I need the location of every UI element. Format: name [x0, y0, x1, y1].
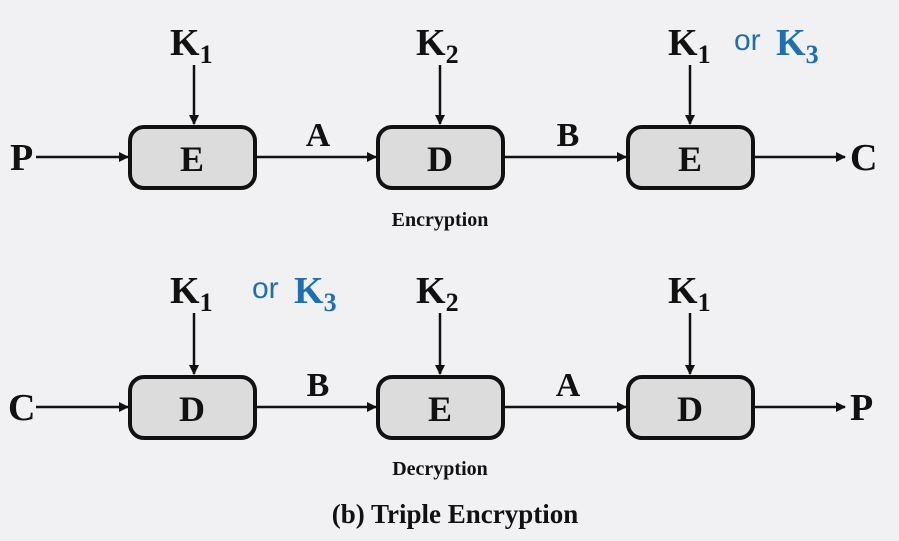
dec-key-2: K2: [416, 270, 459, 317]
dec-key-1: K1: [170, 270, 213, 317]
dec-box-1: [128, 375, 257, 440]
enc-edge-2-label: B: [557, 117, 580, 154]
enc-output-label: C: [850, 137, 877, 179]
decryption-row: K1 or K3 K2 K1 C D B E A D P Decryption: [8, 270, 873, 480]
enc-box-1-label: E: [180, 139, 204, 179]
enc-input-label: P: [10, 137, 33, 179]
dec-key-alt: K3: [294, 270, 337, 317]
dec-box-2-label: E: [428, 389, 452, 429]
decryption-label: Decryption: [392, 458, 488, 480]
dec-box-3: [626, 375, 755, 440]
figure-caption: (b) Triple Encryption: [332, 499, 579, 529]
encryption-label: Encryption: [392, 209, 489, 231]
dec-edge-2-label: A: [556, 367, 581, 404]
dec-edge-1-label: B: [307, 367, 330, 404]
enc-box-1: [128, 125, 257, 190]
dec-box-3-label: D: [677, 389, 703, 429]
enc-key-2: K2: [416, 22, 459, 69]
dec-output-label: P: [850, 387, 873, 429]
enc-key-3: K1: [668, 22, 711, 69]
enc-box-2-label: D: [427, 139, 453, 179]
enc-or-label: or: [734, 24, 761, 57]
enc-box-3-label: E: [678, 139, 702, 179]
dec-input-label: C: [8, 387, 35, 429]
dec-key-3: K1: [668, 270, 711, 317]
dec-or-label: or: [252, 272, 279, 305]
dec-box-1-label: D: [179, 389, 205, 429]
enc-edge-1-label: A: [306, 117, 331, 154]
enc-box-3: [626, 125, 755, 190]
enc-key-1: K1: [170, 22, 213, 69]
encryption-row: K1 K2 K1 or K3 P E A D B E C Encryption: [10, 22, 877, 231]
enc-box-2: [376, 125, 505, 190]
dec-box-2: [376, 375, 505, 440]
enc-key-alt: K3: [776, 22, 819, 69]
